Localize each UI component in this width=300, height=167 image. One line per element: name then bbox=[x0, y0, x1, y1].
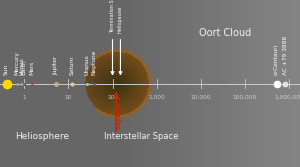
Text: Sun: Sun bbox=[4, 64, 9, 75]
Text: Mercury: Mercury bbox=[14, 51, 19, 75]
Text: Heliopause: Heliopause bbox=[118, 6, 123, 33]
Text: Heliosphere: Heliosphere bbox=[15, 132, 69, 141]
Text: 100,000: 100,000 bbox=[233, 95, 257, 100]
Text: Oort Cloud: Oort Cloud bbox=[199, 28, 251, 38]
Text: α-Centauri: α-Centauri bbox=[274, 44, 279, 75]
Text: Interstellar Space: Interstellar Space bbox=[104, 132, 178, 141]
Text: 1,000,000: 1,000,000 bbox=[274, 95, 300, 100]
Text: Termination Shock: Termination Shock bbox=[110, 0, 115, 33]
Text: 1: 1 bbox=[22, 95, 26, 100]
Text: 100: 100 bbox=[107, 95, 118, 100]
Text: Voyager 1: Voyager 1 bbox=[117, 95, 122, 129]
Text: 10,000: 10,000 bbox=[190, 95, 211, 100]
Text: 1,000: 1,000 bbox=[148, 95, 165, 100]
Text: AC +79 3888: AC +79 3888 bbox=[283, 36, 288, 75]
Text: Mars: Mars bbox=[30, 61, 35, 75]
Text: Earth: Earth bbox=[22, 59, 27, 75]
Text: Saturn: Saturn bbox=[69, 56, 74, 75]
Text: 10: 10 bbox=[65, 95, 72, 100]
Text: Neptune: Neptune bbox=[92, 50, 97, 75]
Text: Uranus: Uranus bbox=[85, 54, 90, 75]
Text: Venus: Venus bbox=[20, 57, 25, 75]
Text: Jupiter: Jupiter bbox=[53, 56, 58, 75]
